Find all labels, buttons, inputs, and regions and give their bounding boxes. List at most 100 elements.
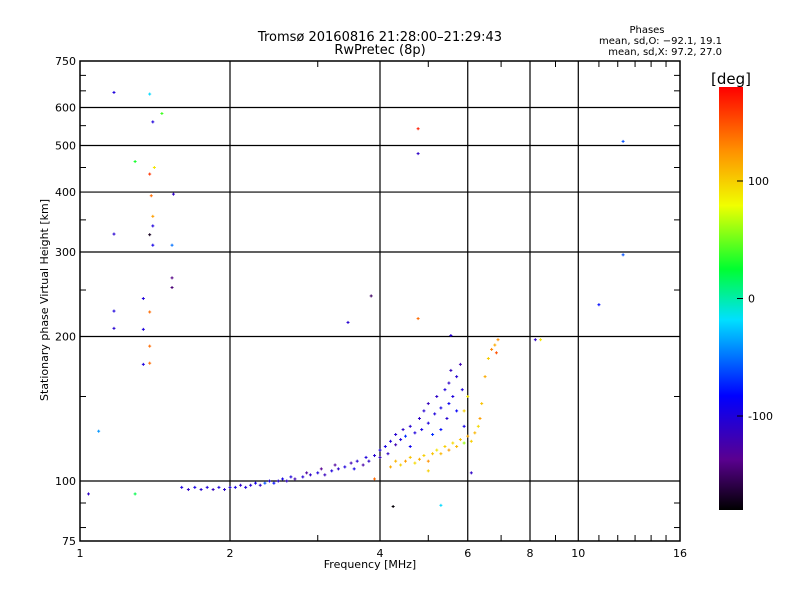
data-point xyxy=(148,344,152,348)
data-point xyxy=(443,388,447,392)
data-point xyxy=(97,429,101,433)
data-point xyxy=(373,454,377,458)
data-point xyxy=(151,224,155,228)
data-point xyxy=(170,286,174,290)
data-point xyxy=(330,469,334,473)
stats-x-mode: mean, sd,X: 97.2, 27.0 xyxy=(608,47,722,58)
y-tick-labels: 75 100 200 300 400 500 600 750 xyxy=(55,55,76,548)
data-point xyxy=(228,485,232,489)
data-point xyxy=(151,120,155,124)
data-point xyxy=(408,424,412,428)
data-point xyxy=(148,92,152,96)
data-point xyxy=(378,448,382,452)
data-point xyxy=(451,395,455,399)
data-point xyxy=(333,463,337,467)
data-point xyxy=(361,463,365,467)
colorbar-tick-label: 100 xyxy=(748,175,769,188)
data-point xyxy=(435,448,439,452)
data-point xyxy=(401,428,405,432)
data-point xyxy=(141,327,145,331)
data-point xyxy=(112,232,116,236)
data-point xyxy=(416,127,420,131)
data-point xyxy=(394,459,398,463)
data-point xyxy=(355,459,359,463)
data-point xyxy=(391,504,395,508)
data-point xyxy=(141,362,145,366)
data-point xyxy=(426,421,430,425)
data-point xyxy=(490,347,494,351)
data-point xyxy=(483,375,487,379)
data-point xyxy=(263,481,267,485)
data-point xyxy=(399,463,403,467)
data-point xyxy=(597,303,601,307)
data-point xyxy=(447,381,451,385)
data-point xyxy=(244,485,248,489)
data-point xyxy=(148,310,152,314)
data-point xyxy=(431,433,435,437)
data-point xyxy=(473,431,477,435)
x-tick-label: 4 xyxy=(377,547,384,560)
data-point xyxy=(433,412,437,416)
data-point xyxy=(449,333,453,337)
data-point xyxy=(413,431,417,435)
data-point xyxy=(383,445,387,449)
data-point xyxy=(476,424,480,428)
data-point xyxy=(151,214,155,218)
y-tick-label: 75 xyxy=(62,535,76,548)
data-point xyxy=(422,454,426,458)
data-point xyxy=(323,473,327,477)
data-point xyxy=(148,233,152,237)
grid xyxy=(80,61,680,541)
y-tick-label: 500 xyxy=(55,140,76,153)
x-tick-labels: 1 2 4 6 8 10 16 xyxy=(77,547,688,560)
data-point xyxy=(86,492,90,496)
data-point xyxy=(233,485,237,489)
colorbar-ticks: 100 0 -100 xyxy=(737,175,773,423)
x-tick-label: 10 xyxy=(571,547,585,560)
x-axis-label: Frequency [MHz] xyxy=(324,558,416,571)
data-point xyxy=(205,485,209,489)
data-point xyxy=(319,467,323,471)
data-point xyxy=(301,475,305,479)
data-points xyxy=(86,90,625,508)
data-point xyxy=(426,402,430,406)
data-point xyxy=(276,479,280,483)
data-point xyxy=(445,416,449,420)
data-point xyxy=(439,406,443,410)
data-point xyxy=(211,488,215,492)
x-tick-label: 8 xyxy=(527,547,534,560)
data-point xyxy=(223,488,227,492)
data-point xyxy=(399,438,403,442)
data-point xyxy=(364,455,368,459)
data-point xyxy=(469,471,473,475)
data-point xyxy=(439,428,443,432)
data-point xyxy=(186,488,190,492)
y-tick-label: 200 xyxy=(55,331,76,344)
data-point xyxy=(217,485,221,489)
data-point xyxy=(462,409,466,413)
data-point xyxy=(346,320,350,324)
data-point xyxy=(112,90,116,94)
axis-ticks xyxy=(80,61,680,541)
data-point xyxy=(367,459,371,463)
data-point xyxy=(258,483,262,487)
data-point xyxy=(293,477,297,481)
data-point xyxy=(170,243,174,247)
data-point xyxy=(112,309,116,313)
data-point xyxy=(352,467,356,471)
data-point xyxy=(152,165,156,169)
data-point xyxy=(285,479,289,483)
data-point xyxy=(413,461,417,465)
y-axis-label: Stationary phase Virtual Height [km] xyxy=(38,199,51,401)
data-point xyxy=(148,172,152,176)
data-point xyxy=(408,455,412,459)
data-point xyxy=(151,243,155,247)
data-point xyxy=(389,465,393,469)
data-point xyxy=(451,441,455,445)
colorbar-tick-label: -100 xyxy=(748,410,773,423)
data-point xyxy=(149,194,153,198)
data-point xyxy=(267,479,271,483)
data-point xyxy=(621,139,625,143)
data-point xyxy=(460,388,464,392)
data-point xyxy=(180,485,184,489)
